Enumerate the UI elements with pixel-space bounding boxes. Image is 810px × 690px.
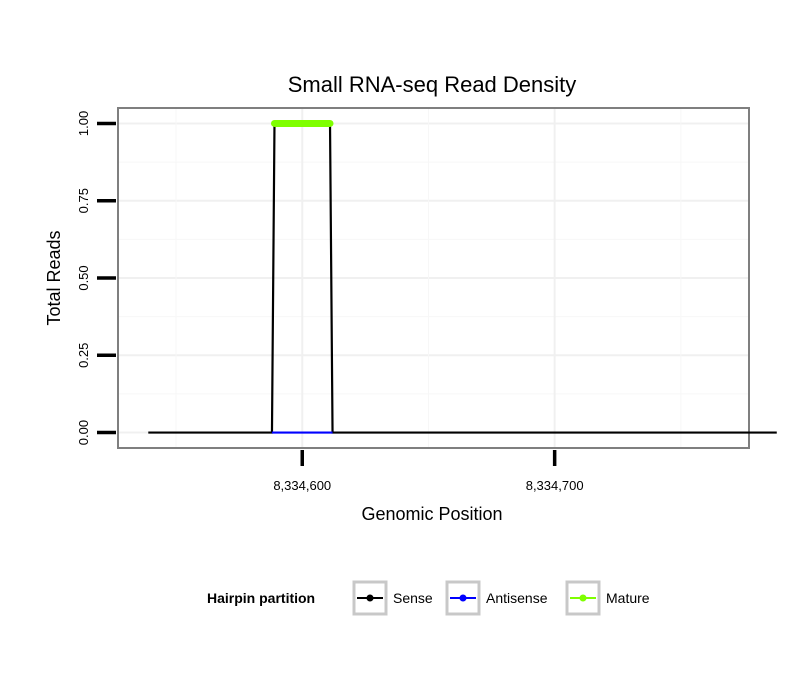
series-layer (148, 119, 777, 434)
y-tick-label: 0.25 (76, 343, 91, 368)
legend-title: Hairpin partition (207, 590, 315, 606)
legend-key-dot (459, 594, 467, 602)
plot-panel-border (117, 107, 750, 449)
chart-title: Small RNA-seq Read Density (288, 72, 577, 97)
legend: Hairpin partition Sense Antisense Mature (207, 580, 650, 616)
y-axis-title: Total Reads (44, 230, 64, 325)
legend-label: Antisense (486, 590, 548, 606)
y-axis: 0.00 0.25 0.50 0.75 1.00 (76, 111, 116, 445)
legend-key-dot (366, 594, 374, 602)
legend-key-dot (579, 594, 587, 602)
legend-entry-sense: Sense (352, 580, 433, 616)
y-tick-label: 0.00 (76, 420, 91, 445)
x-axis-title: Genomic Position (361, 504, 502, 524)
legend-entry-antisense: Antisense (445, 580, 548, 616)
legend-label: Sense (393, 590, 433, 606)
x-tick-label: 8,334,700 (526, 478, 584, 493)
y-tick-label: 1.00 (76, 111, 91, 136)
grid-lines (118, 108, 749, 448)
x-tick-label: 8,334,600 (273, 478, 331, 493)
y-tick-label: 0.50 (76, 265, 91, 290)
legend-entry-mature: Mature (565, 580, 650, 616)
x-axis: 8,334,600 8,334,700 (273, 450, 584, 493)
legend-label: Mature (606, 590, 650, 606)
y-tick-label: 0.75 (76, 188, 91, 213)
